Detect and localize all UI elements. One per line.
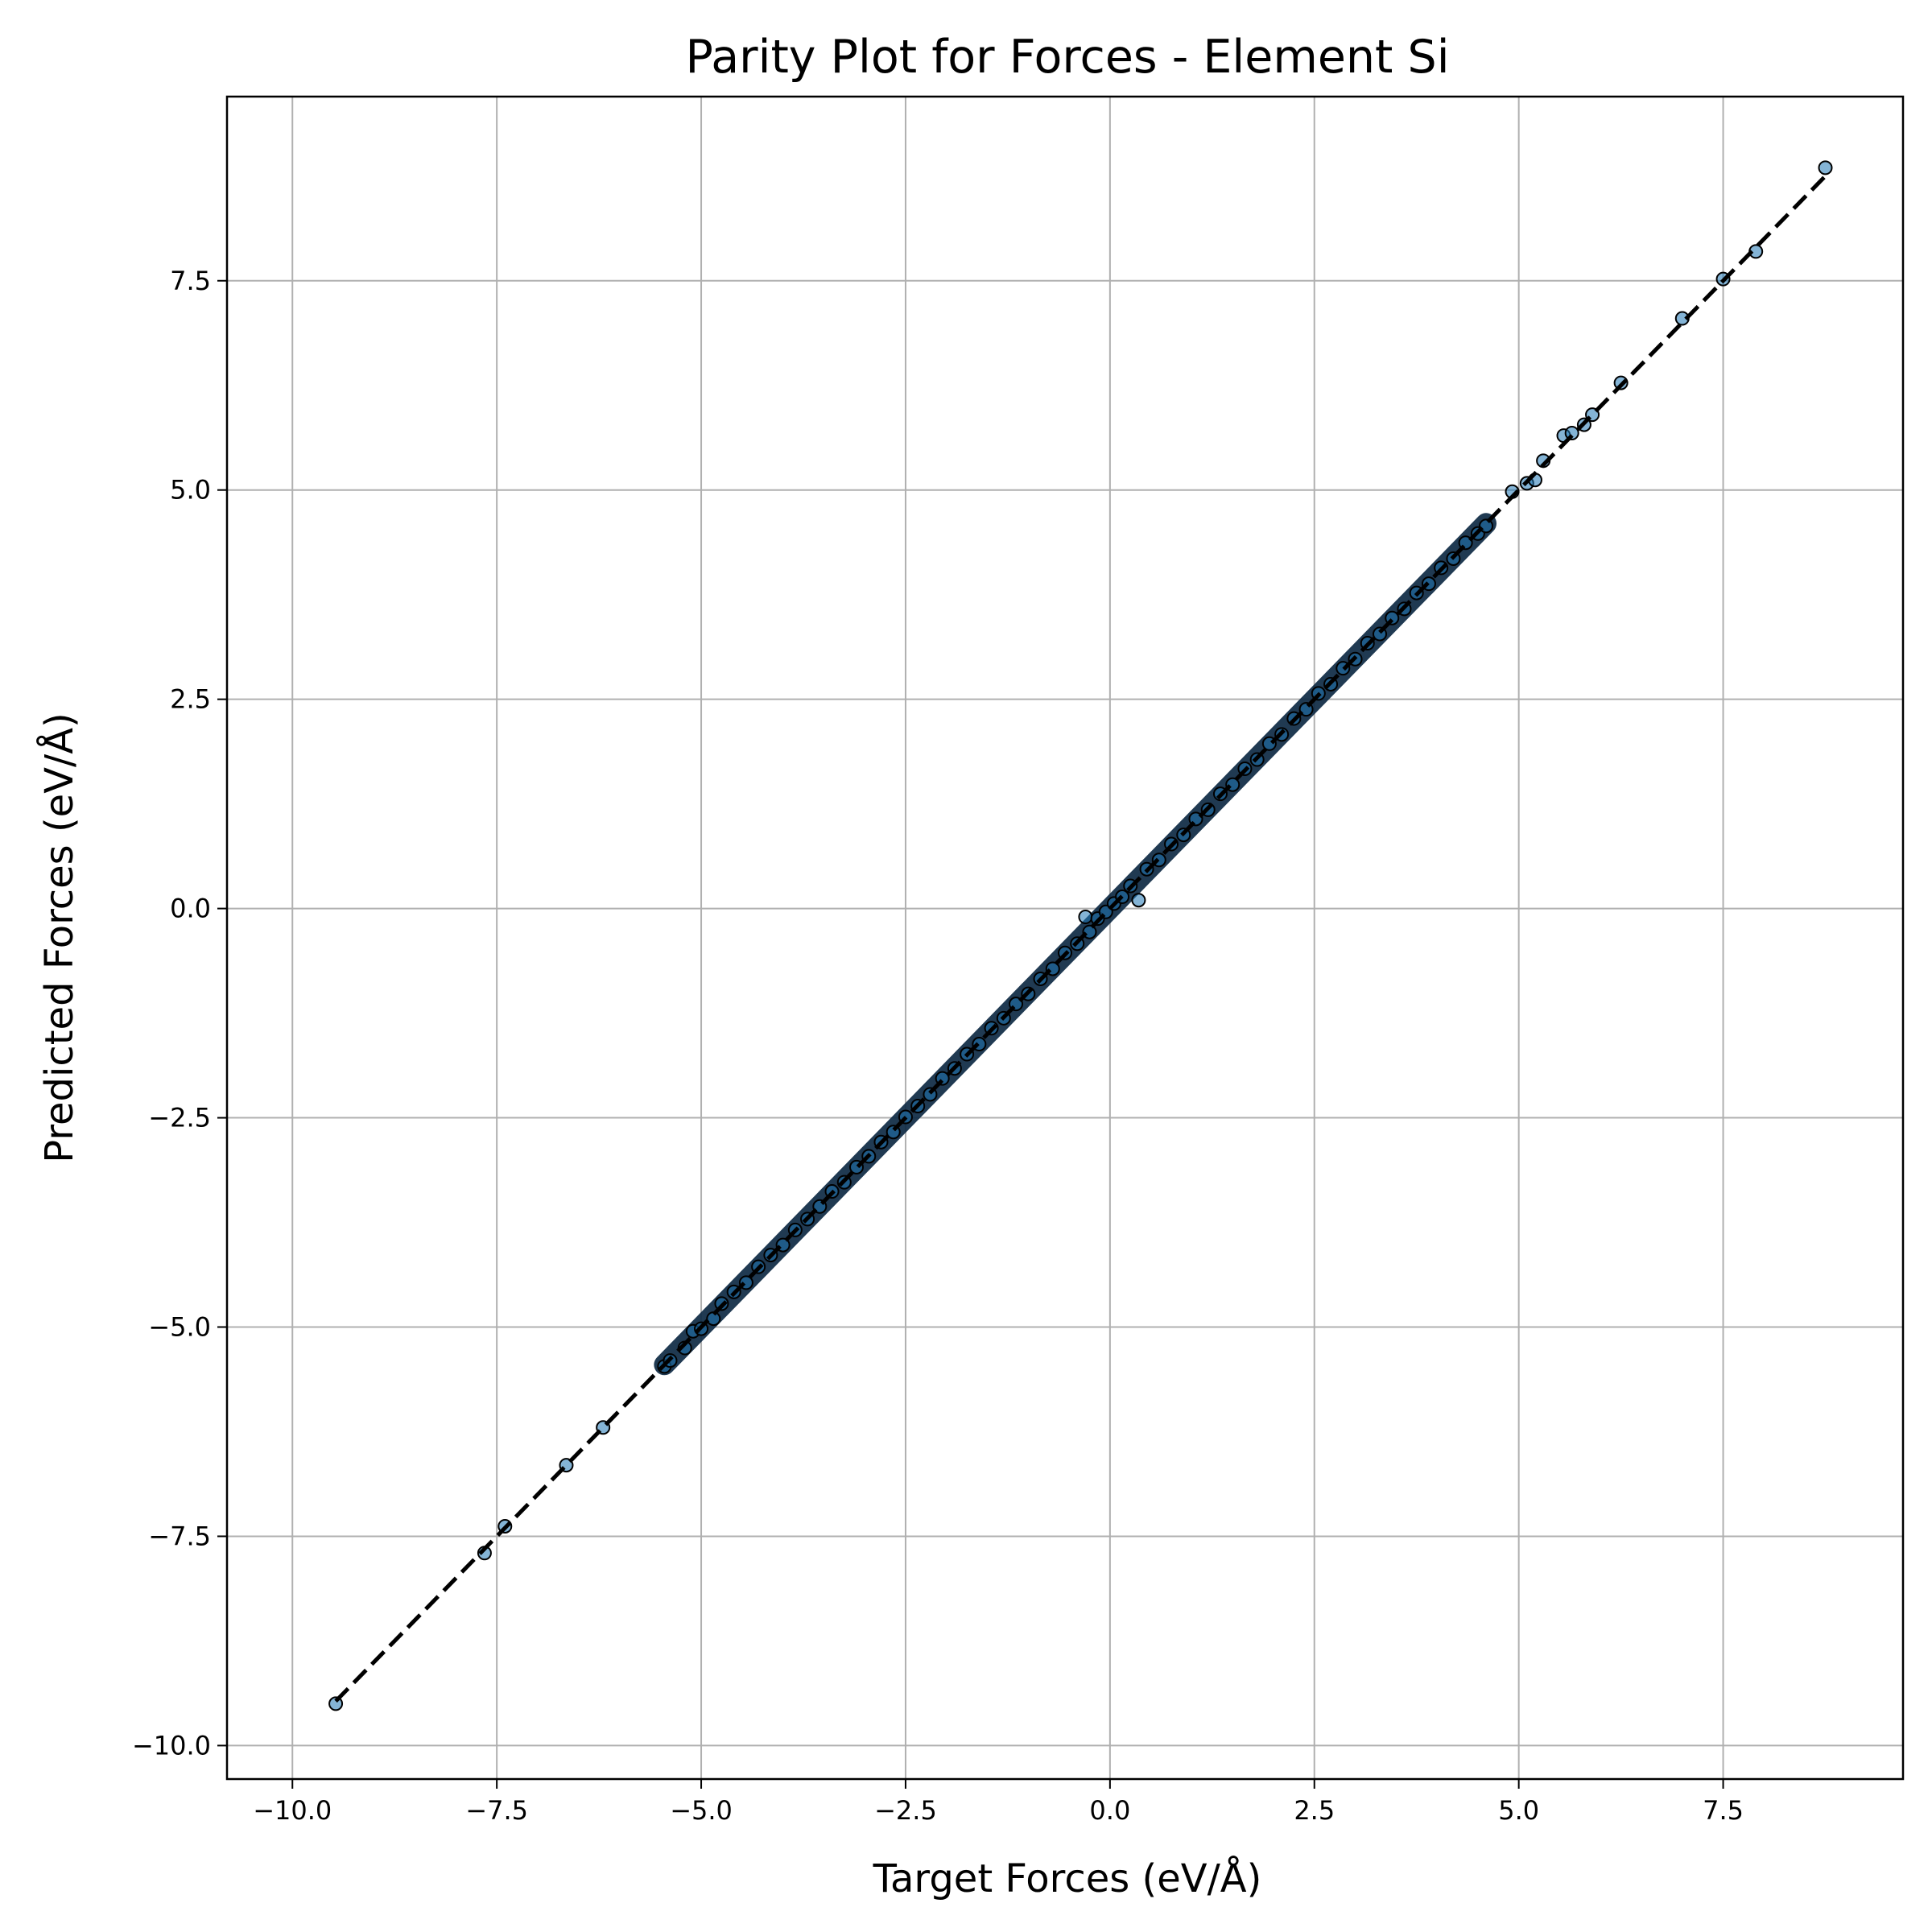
plot-area-frame (225, 95, 1905, 1781)
x-tick-label: −2.5 (874, 1795, 937, 1826)
y-axis-label: Predicted Forces (eV/Å) (36, 712, 82, 1163)
parity-reference-line (334, 175, 1827, 1703)
x-tick-label: −10.0 (253, 1795, 332, 1826)
x-axis-ticks: −10.0 −7.5 −5.0 −2.5 0.0 2.5 5.0 7.5 (253, 1779, 1744, 1826)
y-tick-label: −7.5 (148, 1521, 211, 1551)
y-tick-label: 5.0 (170, 475, 211, 506)
y-tick-label: 7.5 (170, 266, 211, 296)
x-tick-label: 7.5 (1703, 1795, 1744, 1826)
data-point (1078, 910, 1093, 925)
y-tick-label: −5.0 (148, 1312, 211, 1343)
x-tick-label: 2.5 (1294, 1795, 1335, 1826)
data-point (1131, 893, 1146, 908)
data-point (706, 1311, 721, 1327)
x-tick-label: 5.0 (1498, 1795, 1539, 1826)
grid-lines (227, 97, 1903, 1779)
chart-title: Parity Plot for Forces - Element Si (685, 31, 1449, 84)
y-tick-label: 2.5 (170, 684, 211, 715)
y-tick-label: −2.5 (148, 1103, 211, 1133)
y-axis-ticks: −10.0 −7.5 −5.0 −2.5 0.0 2.5 5.0 7.5 (132, 266, 227, 1761)
x-axis-label: Target Forces (eV/Å) (873, 1856, 1262, 1901)
x-tick-label: 0.0 (1089, 1795, 1130, 1826)
x-tick-label: −7.5 (465, 1795, 528, 1826)
data-point (1818, 160, 1833, 175)
parity-line (334, 175, 1827, 1703)
y-tick-label: −10.0 (132, 1730, 211, 1761)
y-tick-label: 0.0 (170, 894, 211, 924)
x-tick-label: −5.0 (670, 1795, 733, 1826)
